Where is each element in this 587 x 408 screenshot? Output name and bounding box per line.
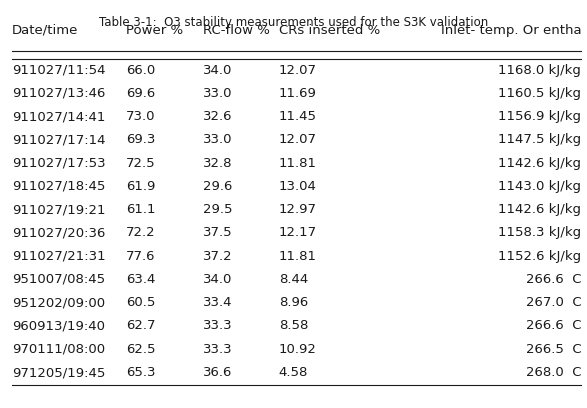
Text: 62.7: 62.7 (126, 319, 156, 333)
Text: 37.2: 37.2 (203, 250, 232, 263)
Text: 1142.6 kJ/kg: 1142.6 kJ/kg (498, 203, 581, 216)
Text: 33.3: 33.3 (203, 343, 232, 356)
Text: 911027/13:46: 911027/13:46 (12, 87, 105, 100)
Text: 911027/21:31: 911027/21:31 (12, 250, 105, 263)
Text: 8.58: 8.58 (279, 319, 308, 333)
Text: 37.5: 37.5 (203, 226, 232, 239)
Text: 1143.0 kJ/kg: 1143.0 kJ/kg (498, 180, 581, 193)
Text: 34.0: 34.0 (203, 64, 232, 77)
Text: 960913/19:40: 960913/19:40 (12, 319, 104, 333)
Text: 911027/17:53: 911027/17:53 (12, 157, 105, 170)
Text: Table 3-1:  O3 stability measurements used for the S3K validation: Table 3-1: O3 stability measurements use… (99, 16, 488, 29)
Text: 268.0  C: 268.0 C (525, 366, 581, 379)
Text: 72.5: 72.5 (126, 157, 156, 170)
Text: 12.97: 12.97 (279, 203, 317, 216)
Text: Inlet- temp. Or entha: Inlet- temp. Or entha (440, 24, 581, 37)
Text: 266.6  C: 266.6 C (525, 273, 581, 286)
Text: 69.3: 69.3 (126, 133, 156, 146)
Text: 10.92: 10.92 (279, 343, 317, 356)
Text: 951202/09:00: 951202/09:00 (12, 296, 105, 309)
Text: 73.0: 73.0 (126, 110, 156, 123)
Text: 12.07: 12.07 (279, 133, 317, 146)
Text: 32.8: 32.8 (203, 157, 232, 170)
Text: 11.69: 11.69 (279, 87, 317, 100)
Text: 63.4: 63.4 (126, 273, 156, 286)
Text: 267.0  C: 267.0 C (525, 296, 581, 309)
Text: 971205/19:45: 971205/19:45 (12, 366, 105, 379)
Text: 1147.5 kJ/kg: 1147.5 kJ/kg (498, 133, 581, 146)
Text: RC-flow %: RC-flow % (203, 24, 269, 37)
Text: 32.6: 32.6 (203, 110, 232, 123)
Text: 33.0: 33.0 (203, 87, 232, 100)
Text: 11.81: 11.81 (279, 250, 317, 263)
Text: 65.3: 65.3 (126, 366, 156, 379)
Text: 60.5: 60.5 (126, 296, 156, 309)
Text: Power %: Power % (126, 24, 183, 37)
Text: 12.17: 12.17 (279, 226, 317, 239)
Text: 34.0: 34.0 (203, 273, 232, 286)
Text: 1142.6 kJ/kg: 1142.6 kJ/kg (498, 157, 581, 170)
Text: 911027/20:36: 911027/20:36 (12, 226, 105, 239)
Text: 911027/11:54: 911027/11:54 (12, 64, 105, 77)
Text: 33.0: 33.0 (203, 133, 232, 146)
Text: 1156.9 kJ/kg: 1156.9 kJ/kg (498, 110, 581, 123)
Text: Date/time: Date/time (12, 24, 78, 37)
Text: 77.6: 77.6 (126, 250, 156, 263)
Text: 11.81: 11.81 (279, 157, 317, 170)
Text: 1152.6 kJ/kg: 1152.6 kJ/kg (498, 250, 581, 263)
Text: 11.45: 11.45 (279, 110, 317, 123)
Text: 4.58: 4.58 (279, 366, 308, 379)
Text: 13.04: 13.04 (279, 180, 317, 193)
Text: 1168.0 kJ/kg: 1168.0 kJ/kg (498, 64, 581, 77)
Text: 33.3: 33.3 (203, 319, 232, 333)
Text: 62.5: 62.5 (126, 343, 156, 356)
Text: 911027/19:21: 911027/19:21 (12, 203, 105, 216)
Text: 12.07: 12.07 (279, 64, 317, 77)
Text: 72.2: 72.2 (126, 226, 156, 239)
Text: 29.5: 29.5 (203, 203, 232, 216)
Text: 1160.5 kJ/kg: 1160.5 kJ/kg (498, 87, 581, 100)
Text: 66.0: 66.0 (126, 64, 156, 77)
Text: 33.4: 33.4 (203, 296, 232, 309)
Text: 36.6: 36.6 (203, 366, 232, 379)
Text: 951007/08:45: 951007/08:45 (12, 273, 105, 286)
Text: 8.44: 8.44 (279, 273, 308, 286)
Text: CRs inserted %: CRs inserted % (279, 24, 380, 37)
Text: 266.6  C: 266.6 C (525, 319, 581, 333)
Text: 266.5  C: 266.5 C (525, 343, 581, 356)
Text: 8.96: 8.96 (279, 296, 308, 309)
Text: 1158.3 kJ/kg: 1158.3 kJ/kg (498, 226, 581, 239)
Text: 29.6: 29.6 (203, 180, 232, 193)
Text: 911027/14:41: 911027/14:41 (12, 110, 105, 123)
Text: 911027/17:14: 911027/17:14 (12, 133, 105, 146)
Text: 69.6: 69.6 (126, 87, 156, 100)
Text: 911027/18:45: 911027/18:45 (12, 180, 105, 193)
Text: 61.9: 61.9 (126, 180, 156, 193)
Text: 970111/08:00: 970111/08:00 (12, 343, 105, 356)
Text: 61.1: 61.1 (126, 203, 156, 216)
